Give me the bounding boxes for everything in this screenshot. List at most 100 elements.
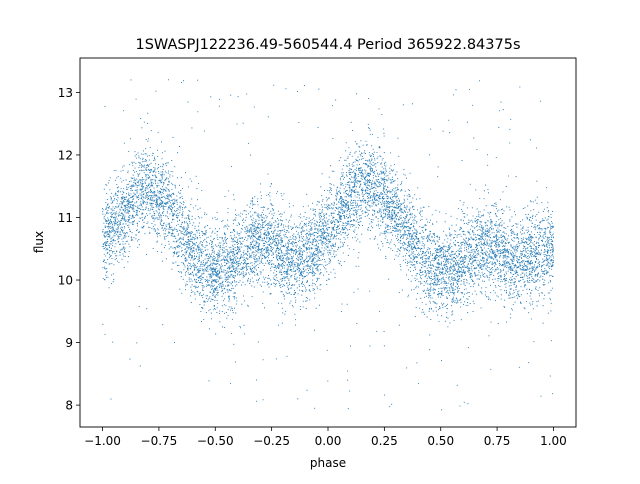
data-point — [523, 286, 526, 288]
data-point — [361, 178, 363, 180]
data-point — [213, 250, 215, 252]
data-point — [339, 246, 342, 248]
data-point — [374, 182, 377, 185]
data-point — [198, 279, 200, 282]
data-point — [457, 285, 459, 287]
data-point — [431, 240, 434, 242]
data-point — [536, 226, 538, 228]
data-point — [202, 273, 204, 275]
data-point — [226, 258, 228, 260]
data-point — [402, 247, 405, 249]
data-point — [408, 225, 410, 227]
data-point — [201, 235, 204, 237]
data-point — [219, 245, 221, 247]
data-point — [254, 211, 256, 213]
data-point — [141, 191, 143, 193]
data-point — [488, 335, 490, 337]
data-point — [153, 200, 155, 202]
data-point — [200, 248, 202, 250]
data-point — [321, 206, 323, 208]
data-point — [369, 165, 371, 167]
data-point — [546, 227, 548, 229]
data-point — [360, 188, 362, 190]
data-point — [181, 230, 183, 233]
data-point — [448, 119, 450, 121]
data-point — [358, 205, 360, 207]
data-point — [331, 193, 333, 196]
data-point — [412, 220, 414, 222]
data-point — [202, 241, 204, 244]
data-point — [275, 254, 277, 256]
data-point — [253, 254, 255, 256]
data-point — [257, 274, 259, 276]
data-point — [380, 211, 382, 213]
data-point — [492, 251, 494, 254]
data-point — [113, 230, 115, 232]
data-point — [409, 249, 411, 251]
data-point — [405, 274, 408, 276]
data-point — [259, 262, 261, 264]
data-point — [252, 219, 254, 221]
data-point — [312, 258, 314, 260]
data-point — [316, 249, 319, 251]
data-point — [312, 202, 314, 204]
data-point — [216, 253, 218, 255]
data-point — [329, 183, 331, 185]
data-point — [403, 198, 405, 200]
data-point — [408, 243, 410, 245]
data-point — [132, 165, 134, 167]
data-point — [485, 267, 487, 269]
data-point — [513, 267, 515, 269]
data-point — [316, 228, 318, 230]
data-point — [254, 268, 256, 270]
data-point — [132, 207, 134, 209]
data-point — [550, 239, 553, 241]
data-point — [261, 227, 263, 229]
data-point — [527, 260, 529, 262]
data-point — [314, 223, 316, 225]
data-point — [215, 257, 217, 259]
data-point — [409, 202, 411, 204]
data-point — [345, 186, 347, 188]
data-point — [538, 295, 540, 297]
data-point — [157, 167, 159, 169]
data-point — [261, 252, 263, 254]
data-point — [546, 207, 548, 209]
data-point — [245, 214, 247, 216]
data-point — [261, 254, 263, 256]
data-point — [492, 263, 494, 265]
data-point — [265, 262, 267, 264]
data-point — [131, 208, 133, 210]
data-point — [219, 310, 221, 312]
data-point — [455, 89, 457, 91]
data-point — [181, 243, 183, 245]
data-point — [187, 241, 189, 244]
data-point — [122, 198, 124, 200]
data-point — [530, 240, 532, 242]
data-point — [104, 246, 106, 248]
data-point — [409, 238, 411, 240]
data-point — [400, 226, 402, 228]
data-point — [106, 232, 108, 234]
data-point — [123, 248, 125, 251]
data-point — [451, 305, 453, 307]
data-point — [339, 238, 341, 240]
data-point — [386, 224, 388, 226]
data-point — [208, 328, 211, 330]
data-point — [198, 217, 200, 219]
data-point — [339, 192, 342, 195]
data-point — [104, 105, 106, 108]
data-point — [424, 224, 426, 226]
data-point — [333, 204, 335, 206]
data-point — [341, 184, 343, 186]
data-point — [356, 193, 359, 195]
data-point — [116, 228, 118, 230]
data-point — [316, 268, 318, 270]
data-point — [381, 178, 383, 180]
data-point — [457, 283, 459, 285]
data-point — [433, 275, 435, 277]
data-point — [412, 237, 414, 239]
data-point — [224, 279, 226, 281]
data-point — [126, 184, 128, 186]
data-point — [501, 242, 503, 245]
